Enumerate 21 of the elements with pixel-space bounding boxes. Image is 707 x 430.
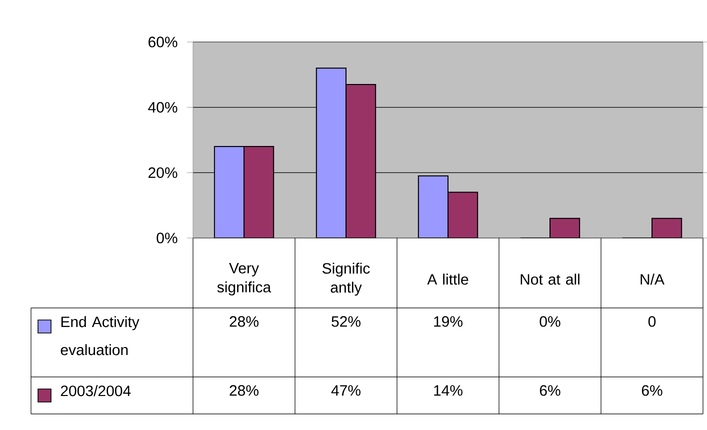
data-label: 28% (230, 385, 258, 396)
data-label: 52% (332, 316, 360, 327)
data-label: 0% (540, 316, 560, 327)
data-label: 0 (648, 316, 656, 327)
x-tick-label: N/A (640, 274, 664, 285)
y-tick-label: 60% (148, 36, 178, 48)
legend-label: 2003/2004 (60, 385, 131, 396)
data-label: 14% (434, 385, 462, 396)
data-label: 28% (230, 316, 258, 327)
y-tick-label: 20% (148, 167, 178, 178)
data-label: 19% (434, 316, 462, 327)
data-label: 6% (642, 385, 662, 396)
y-tick-label: 40% (148, 102, 178, 113)
legend-label: End Activity evaluation (60, 316, 140, 356)
x-tick-label: Not at all (520, 274, 580, 285)
data-label: 6% (540, 385, 560, 396)
x-tick-label: Very significa (217, 262, 272, 296)
x-tick-label: A little (427, 274, 468, 285)
data-label: 47% (331, 385, 360, 396)
x-tick-label: Signific antly (322, 262, 370, 296)
y-tick-label: 0% (156, 232, 178, 244)
